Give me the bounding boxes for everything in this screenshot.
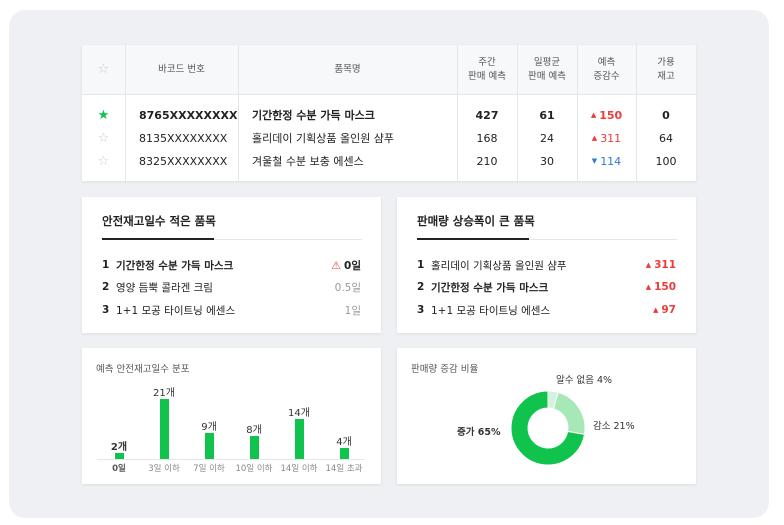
change-cell: ▲ 150 [590, 108, 623, 122]
x-tick-label: 3일 이하 [148, 464, 180, 474]
chart-title: 판매량 증감 비율 [411, 364, 479, 375]
star-empty-icon[interactable]: ☆ [97, 130, 110, 146]
low-stock-panel: 안전재고일수 적은 품목 1 기간한정 수분 가득 마스크 ⚠ 0일 2 영양 듬… [82, 197, 381, 333]
weekly-cell: 210 [476, 154, 498, 168]
product-cell: 기간한정 수분 가득 마스크 [252, 109, 375, 122]
header-product: 품목명 [334, 64, 361, 75]
bar-5[interactable] [339, 447, 349, 459]
list-item[interactable]: 1 홀리데이 기획상품 올인원 샴푸 ▲ 311 [417, 259, 676, 272]
header-barcode: 바코드 번호 [158, 64, 205, 75]
sales-rise-panel: 판매량 상승폭이 큰 품목 1 홀리데이 기획상품 올인원 샴푸 ▲ 311 2 … [397, 197, 696, 333]
change-cell: ▼ 114 [591, 154, 622, 168]
star-filled-icon[interactable]: ★ [97, 107, 110, 123]
barcode-cell: 8135XXXXXXXX [139, 131, 228, 145]
bar-3[interactable] [249, 436, 259, 459]
table-header [82, 45, 696, 95]
forecast-table: ☆ 바코드 번호 품목명 주간 판매 예측 일평균 판매 예측 예측 증감수 가용 재고… [82, 45, 696, 181]
list-item[interactable]: 3 1+1 모공 타이트닝 에센스 1일 [102, 304, 361, 317]
header-available-stock: 가용 재고 [657, 57, 675, 82]
warning-icon: ⚠ [331, 258, 342, 272]
x-tick-label: 0일 [112, 464, 126, 474]
stock-cell: 0 [662, 108, 670, 122]
stock-cell: 100 [655, 154, 677, 168]
change-cell: ▲ 311 [591, 131, 622, 145]
list-item[interactable]: 1 기간한정 수분 가득 마스크 ⚠ 0일 [102, 258, 361, 272]
barcode-cell: 8325XXXXXXXX [139, 154, 228, 168]
bar-data-label: 14개 [288, 408, 310, 419]
list-item[interactable]: 2 영양 듬뿍 콜라겐 크림 0.5일 [102, 281, 361, 294]
list-item[interactable]: 3 1+1 모공 타이트닝 에센스 ▲ 97 [417, 304, 676, 317]
bar-data-label: 21개 [153, 388, 175, 399]
bar-data-label: 9개 [201, 422, 217, 434]
bar-1[interactable] [159, 399, 169, 459]
header-weekly-forecast: 주간 판매 예측 [468, 57, 506, 82]
header-star-icon[interactable]: ☆ [97, 62, 110, 77]
product-cell: 겨울철 수분 보충 에센스 [252, 155, 364, 168]
table-row[interactable]: ☆ 8325XXXXXXXX 겨울철 수분 보충 에센스 210 30 ▼ 114… [82, 150, 696, 172]
triangle-up-icon: ▲ [591, 134, 598, 142]
table-row[interactable]: ☆ 8135XXXXXXXX 홀리데이 기획상품 올인원 샴푸 168 24 ▲… [82, 127, 696, 149]
x-tick-label: 10일 이하 [235, 464, 273, 474]
product-cell: 홀리데이 기획상품 올인원 샴푸 [252, 132, 395, 145]
donut-label-increase: 증가 65% [457, 427, 501, 438]
list-item[interactable]: 2 기간한정 수분 가득 마스크 ▲ 150 [417, 281, 676, 294]
triangle-down-icon: ▼ [591, 157, 598, 165]
bar-data-label: 4개 [336, 436, 352, 448]
weekly-cell: 168 [476, 131, 498, 145]
donut-label-decrease: 감소 21% [593, 421, 635, 432]
header-daily-forecast: 일평균 판매 예측 [528, 57, 566, 82]
bar-data-label: 2개 [110, 442, 128, 454]
panel-title: 안전재고일수 적은 품목 [102, 214, 216, 228]
panel-title: 판매량 상승폭이 큰 품목 [417, 214, 535, 228]
x-tick-label: 7일 이하 [193, 464, 225, 474]
daily-cell: 30 [540, 154, 554, 168]
bar-data-label: 8개 [246, 425, 262, 437]
donut-label-unknown: 알수 없음 4% [556, 375, 613, 386]
triangle-up-icon: ▲ [645, 283, 652, 291]
weekly-cell: 427 [475, 108, 499, 122]
bar-4[interactable] [294, 419, 304, 459]
triangle-up-icon: ▲ [652, 306, 659, 314]
x-axis [97, 459, 365, 460]
x-tick-label: 14일 초과 [325, 464, 363, 474]
barcode-cell: 8765XXXXXXXX [139, 108, 238, 122]
chart-title: 예측 안전재고일수 분포 [96, 364, 190, 375]
table-row[interactable]: ★ 8765XXXXXXXX 기간한정 수분 가득 마스크 427 61 ▲ 15… [82, 104, 696, 126]
daily-cell: 24 [540, 131, 554, 145]
donut-slice-1[interactable] [552, 391, 586, 436]
bar-2[interactable] [204, 433, 214, 459]
triangle-up-icon: ▲ [590, 111, 597, 119]
triangle-up-icon: ▲ [645, 261, 652, 269]
x-tick-label: 14일 이하 [280, 464, 318, 474]
donut-chart [510, 390, 586, 466]
sales-change-ratio-chart: 판매량 증감 비율 증가 65% 감소 21% 알수 없음 4% [397, 348, 696, 484]
daily-cell: 61 [539, 108, 555, 122]
donut-slice-0[interactable] [510, 390, 586, 466]
stock-cell: 64 [659, 131, 673, 145]
stock-days-distribution-chart: 예측 안전재고일수 분포 2개 0일 21개 3일 이하 9개 7일 이하 8개 10일 이하… [82, 348, 381, 484]
bar-0[interactable] [114, 453, 124, 459]
star-empty-icon[interactable]: ☆ [97, 153, 110, 169]
header-forecast-change: 예측 증감수 [593, 57, 620, 82]
